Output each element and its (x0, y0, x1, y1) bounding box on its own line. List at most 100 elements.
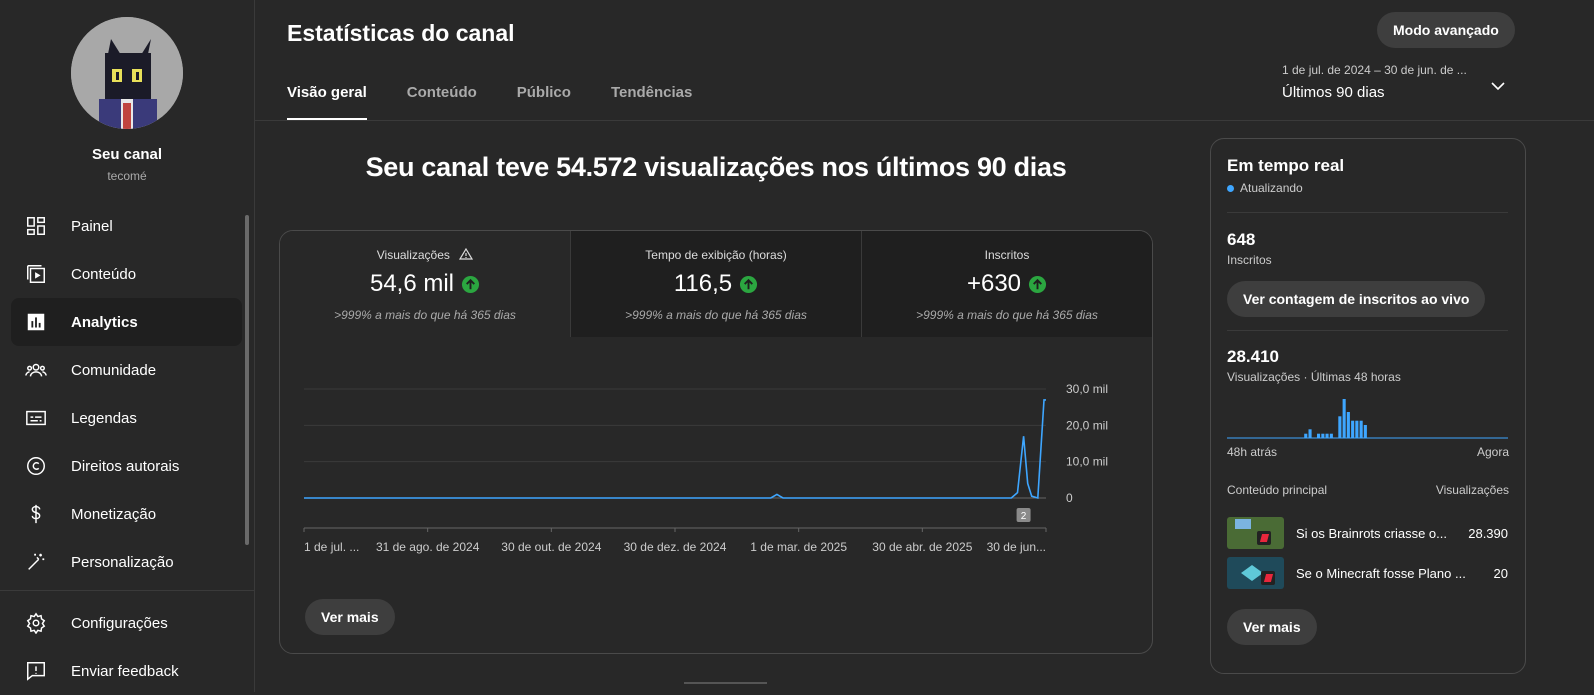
date-range-selector[interactable]: 1 de jul. de 2024 – 30 de jun. de ... Úl… (1282, 63, 1512, 101)
sidebar-item-label: Monetização (71, 505, 157, 523)
scrollbar-thumb[interactable] (245, 215, 249, 545)
realtime-bar[interactable] (1325, 433, 1329, 438)
magic-wand-icon (24, 550, 48, 574)
sidebar-item-personalizacao[interactable]: Personalização (11, 538, 242, 586)
copyright-icon (24, 454, 48, 478)
y-tick-label: 30,0 mil (1066, 382, 1108, 396)
y-tick-label: 10,0 mil (1066, 455, 1108, 469)
metric-compare: >999% a mais do que há 365 dias (916, 308, 1098, 322)
metric-label: Visualizações (280, 247, 570, 262)
realtime-bar-chart[interactable] (1227, 394, 1508, 439)
sidebar-item-comunidade[interactable]: Comunidade (11, 346, 242, 394)
sidebar: Seu canal tecomé Painel Conteúdo Analyti… (0, 0, 255, 692)
analytics-icon (24, 310, 48, 334)
top-content-views: 20 (1493, 565, 1508, 581)
sidebar-divider (0, 590, 254, 591)
metric-subscribers[interactable]: Inscritos +630 >999% a mais do que há 36… (862, 231, 1152, 337)
realtime-status-text: Atualizando (1240, 181, 1303, 195)
x-tick-label: 30 de abr. de 2025 (872, 540, 972, 554)
annotation-marker[interactable] (1016, 508, 1031, 522)
realtime-bar[interactable] (1329, 433, 1333, 438)
channel-avatar[interactable] (71, 17, 183, 129)
tab-publico[interactable]: Público (516, 84, 571, 101)
sidebar-item-label: Personalização (71, 553, 174, 571)
realtime-see-more-button[interactable]: Ver mais (1227, 609, 1317, 645)
realtime-bar[interactable] (1355, 420, 1359, 438)
realtime-subscribers-count: 648 (1227, 230, 1256, 249)
metric-compare: >999% a mais do que há 365 dias (334, 308, 516, 322)
divider (1227, 212, 1508, 213)
top-content-views-label: Visualizações (1435, 483, 1509, 497)
dollar-icon (24, 502, 48, 526)
sidebar-item-feedback[interactable]: Enviar feedback (11, 647, 242, 695)
sidebar-item-legendas[interactable]: Legendas (11, 394, 242, 442)
views-chart-svg[interactable]: 30,0 mil 20,0 mil 10,0 mil 0 1 de jul. ... 31… (280, 337, 1152, 653)
sidebar-item-configuracoes[interactable]: Configurações (11, 599, 242, 647)
see-more-button[interactable]: Ver mais (305, 599, 395, 635)
y-tick-label: 20,0 mil (1066, 418, 1108, 432)
sidebar-item-label: Configurações (71, 614, 168, 632)
video-thumbnail (1227, 557, 1284, 589)
advanced-mode-button[interactable]: Modo avançado (1377, 12, 1515, 48)
channel-name: Seu canal (91, 146, 163, 163)
sidebar-item-direitos-autorais[interactable]: Direitos autorais (11, 442, 242, 490)
x-tick-label: 31 de ago. de 2024 (376, 540, 480, 554)
metric-watch-time[interactable]: Tempo de exibição (horas) 116,5 >999% a … (571, 231, 862, 337)
top-content-label: Conteúdo principal (1227, 483, 1328, 497)
realtime-bar[interactable] (1346, 412, 1350, 438)
metric-value: 54,6 mil (280, 270, 570, 298)
chevron-down-icon[interactable] (1490, 78, 1506, 96)
cat-avatar-icon (71, 17, 183, 129)
date-range-dates: 1 de jul. de 2024 – 30 de jun. de ... (1282, 63, 1467, 77)
realtime-card: Em tempo real Atualizando 648 Inscritos … (1210, 138, 1526, 674)
community-icon (24, 358, 48, 382)
annotation-marker-label: 2 (1021, 511, 1027, 522)
metric-compare: >999% a mais do que há 365 dias (625, 308, 807, 322)
sidebar-item-label: Direitos autorais (71, 457, 180, 475)
dashboard-icon (24, 214, 48, 238)
realtime-bar[interactable] (1338, 416, 1342, 438)
sidebar-item-painel[interactable]: Painel (11, 202, 242, 250)
top-content-row[interactable]: Si os Brainrots criasse o... 28.390 (1227, 516, 1508, 550)
sidebar-scrollbar[interactable] (245, 205, 249, 585)
live-subscriber-count-button[interactable]: Ver contagem de inscritos ao vivo (1227, 281, 1486, 317)
bottom-indicator (684, 682, 767, 684)
analytics-tabs: Visão geral Conteúdo Público Tendências (287, 84, 732, 120)
realtime-bar[interactable] (1359, 420, 1363, 438)
date-range-label: Últimos 90 dias (1282, 84, 1385, 101)
realtime-axis-right: Agora (1476, 445, 1509, 459)
feedback-icon (24, 659, 48, 683)
realtime-bar[interactable] (1304, 433, 1308, 438)
views-chart: 30,0 mil 20,0 mil 10,0 mil 0 1 de jul. ... 31… (280, 337, 1152, 653)
realtime-views-label: Visualizações · Últimas 48 horas (1227, 370, 1401, 384)
y-tick-label: 0 (1066, 491, 1073, 505)
tab-visao-geral[interactable]: Visão geral (287, 84, 367, 120)
realtime-bar[interactable] (1317, 433, 1321, 438)
tab-conteudo[interactable]: Conteúdo (406, 84, 477, 101)
warning-icon[interactable] (459, 247, 474, 260)
overview-card: Visualizações 54,6 mil >999% a mais do q… (279, 230, 1153, 654)
metric-label: Inscritos (984, 248, 1030, 262)
tab-tendencias[interactable]: Tendências (610, 84, 693, 101)
sidebar-item-analytics[interactable]: Analytics (11, 298, 242, 346)
realtime-bar[interactable] (1363, 425, 1367, 438)
metric-value-text: +630 (966, 270, 1022, 297)
top-content-row[interactable]: Se o Minecraft fosse Plano ... 20 (1227, 556, 1508, 590)
sidebar-item-conteudo[interactable]: Conteúdo (11, 250, 242, 298)
realtime-bar[interactable] (1351, 420, 1355, 438)
sidebar-item-label: Enviar feedback (71, 662, 179, 680)
channel-handle: tecomé (107, 169, 147, 183)
sidebar-item-monetizacao[interactable]: Monetização (11, 490, 242, 538)
metric-value-text: 116,5 (673, 270, 733, 297)
sidebar-item-label: Analytics (71, 313, 138, 331)
realtime-bar[interactable] (1308, 429, 1312, 438)
realtime-bar[interactable] (1321, 433, 1325, 438)
realtime-bar[interactable] (1342, 399, 1346, 438)
metric-views[interactable]: Visualizações 54,6 mil >999% a mais do q… (280, 231, 571, 337)
overview-headline: Seu canal teve 54.572 visualizações nos … (365, 152, 1067, 182)
views-line[interactable] (304, 399, 1046, 500)
realtime-title: Em tempo real (1227, 156, 1345, 175)
subtitles-icon (24, 406, 48, 430)
sidebar-item-label: Legendas (71, 409, 137, 427)
live-dot-icon (1227, 184, 1234, 192)
